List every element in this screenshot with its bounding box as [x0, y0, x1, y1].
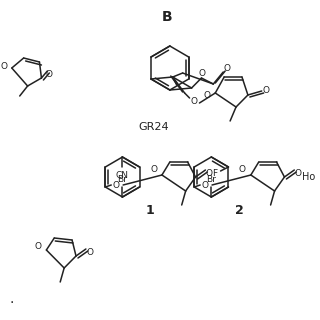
Text: CN: CN	[116, 171, 129, 180]
Text: Br: Br	[117, 174, 127, 183]
Text: B: B	[162, 10, 172, 24]
Text: O: O	[295, 169, 302, 178]
Text: 1: 1	[146, 204, 155, 217]
Text: O: O	[113, 180, 120, 189]
Text: O: O	[1, 61, 8, 70]
Text: O: O	[190, 97, 197, 106]
Text: O: O	[199, 68, 206, 77]
Text: O: O	[206, 169, 213, 178]
Text: ·: ·	[10, 296, 14, 310]
Text: 2: 2	[235, 204, 244, 217]
Text: GR24: GR24	[139, 122, 169, 132]
Text: O: O	[86, 247, 93, 257]
Text: F: F	[212, 169, 217, 178]
Text: O: O	[224, 63, 231, 73]
Text: O: O	[202, 180, 209, 189]
Text: O: O	[203, 91, 210, 100]
Text: O: O	[239, 164, 246, 173]
Text: O: O	[262, 85, 269, 94]
Text: O: O	[35, 242, 41, 251]
Text: O: O	[150, 164, 157, 173]
Text: Ho: Ho	[302, 172, 316, 182]
Text: Br: Br	[206, 174, 216, 183]
Text: O: O	[46, 69, 53, 78]
